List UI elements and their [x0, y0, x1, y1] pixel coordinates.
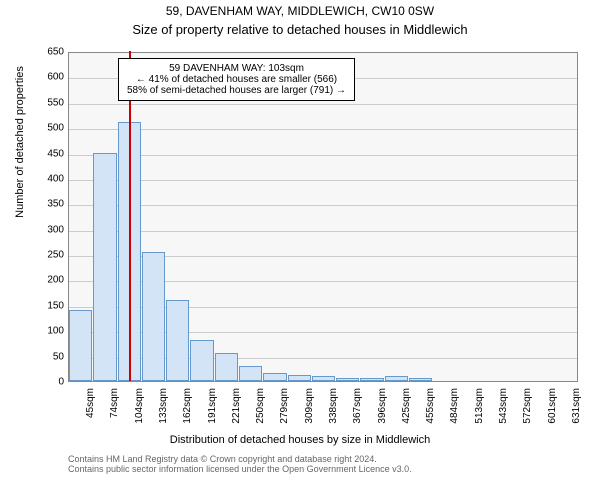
- x-tick: 74sqm: [109, 388, 120, 418]
- footer-line2: Contains public sector information licen…: [68, 464, 412, 474]
- x-tick: 543sqm: [498, 388, 509, 424]
- histogram-bar: [409, 378, 432, 381]
- histogram-bar: [312, 376, 335, 381]
- y-tick: 350: [0, 199, 64, 210]
- x-tick: 221sqm: [231, 388, 242, 424]
- histogram-bar: [215, 353, 238, 381]
- x-tick: 338sqm: [328, 388, 339, 424]
- annotation-box: 59 DAVENHAM WAY: 103sqm← 41% of detached…: [118, 58, 355, 101]
- x-tick: 396sqm: [377, 388, 388, 424]
- y-tick: 300: [0, 224, 64, 235]
- x-tick: 425sqm: [401, 388, 412, 424]
- x-tick: 133sqm: [158, 388, 169, 424]
- histogram-bar: [239, 366, 262, 381]
- footer-line1: Contains HM Land Registry data © Crown c…: [68, 454, 412, 464]
- x-tick: 309sqm: [304, 388, 315, 424]
- y-tick: 150: [0, 300, 64, 311]
- annotation-line: ← 41% of detached houses are smaller (56…: [127, 74, 346, 85]
- y-tick: 250: [0, 250, 64, 261]
- histogram-bar: [263, 373, 286, 381]
- histogram-bar: [336, 378, 359, 381]
- y-tick: 600: [0, 72, 64, 83]
- y-tick: 450: [0, 148, 64, 159]
- x-tick: 45sqm: [85, 388, 96, 418]
- x-tick: 162sqm: [182, 388, 193, 424]
- y-tick: 0: [0, 377, 64, 388]
- histogram-plot: [68, 52, 578, 382]
- x-tick: 367sqm: [352, 388, 363, 424]
- x-tick: 455sqm: [425, 388, 436, 424]
- y-tick: 550: [0, 97, 64, 108]
- y-tick: 50: [0, 351, 64, 362]
- x-axis-label: Distribution of detached houses by size …: [0, 434, 600, 446]
- x-tick: 572sqm: [522, 388, 533, 424]
- y-tick: 500: [0, 123, 64, 134]
- histogram-bar: [166, 300, 189, 381]
- y-tick: 100: [0, 326, 64, 337]
- footer-credits: Contains HM Land Registry data © Crown c…: [68, 454, 412, 474]
- histogram-bar: [190, 340, 213, 381]
- x-tick: 513sqm: [474, 388, 485, 424]
- annotation-line: 59 DAVENHAM WAY: 103sqm: [127, 63, 346, 74]
- annotation-line: 58% of semi-detached houses are larger (…: [127, 85, 346, 96]
- x-tick: 631sqm: [571, 388, 582, 424]
- y-tick: 400: [0, 173, 64, 184]
- histogram-bar: [69, 310, 92, 381]
- histogram-bar: [93, 153, 116, 381]
- histogram-bar: [385, 376, 408, 381]
- page-title-subtitle: Size of property relative to detached ho…: [0, 22, 600, 37]
- histogram-bar: [360, 378, 383, 381]
- y-tick: 200: [0, 275, 64, 286]
- histogram-bar: [288, 375, 311, 381]
- page-title-address: 59, DAVENHAM WAY, MIDDLEWICH, CW10 0SW: [0, 4, 600, 18]
- x-tick: 601sqm: [547, 388, 558, 424]
- y-tick: 650: [0, 47, 64, 58]
- x-tick: 191sqm: [207, 388, 218, 424]
- x-tick: 279sqm: [279, 388, 290, 424]
- x-tick: 250sqm: [255, 388, 266, 424]
- histogram-bar: [142, 252, 165, 381]
- x-tick: 484sqm: [449, 388, 460, 424]
- x-tick: 104sqm: [134, 388, 145, 424]
